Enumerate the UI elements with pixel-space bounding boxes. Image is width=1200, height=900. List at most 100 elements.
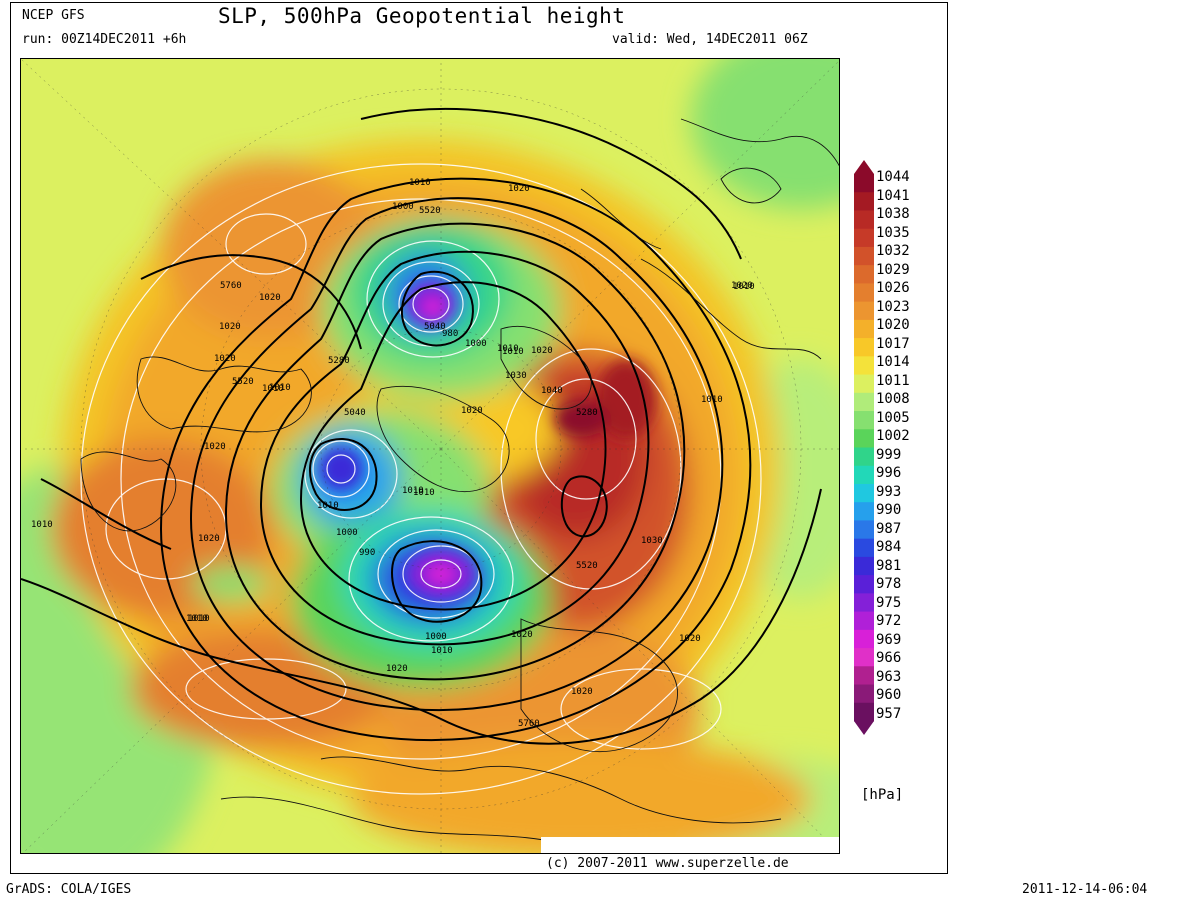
colorbar-cell <box>854 265 874 284</box>
colorbar-cell <box>854 301 874 321</box>
colorbar-cell <box>854 702 874 722</box>
slp-label: 1010 <box>409 178 431 188</box>
colorbar-cell <box>854 356 874 376</box>
colorbar-cell <box>854 556 874 576</box>
colorbar-level-label: 963 <box>876 668 902 685</box>
colorbar-cell <box>854 447 874 467</box>
slp-label: 980 <box>442 329 458 339</box>
colorbar <box>854 160 874 735</box>
colorbar-cell <box>854 629 874 649</box>
slp-label: 1010 <box>269 383 291 393</box>
colorbar-cells <box>854 174 874 722</box>
run-label: run: 00Z14DEC2011 +6h <box>22 32 187 47</box>
colorbar-cell <box>854 429 874 448</box>
z500-label: 5760 <box>220 281 242 291</box>
slp-label: 1020 <box>679 634 701 644</box>
z500-label: 5040 <box>424 322 446 332</box>
slp-label: 1010 <box>317 501 339 511</box>
colorbar-level-label: 990 <box>876 502 902 518</box>
colorbar-cell <box>854 174 874 193</box>
slp-label: 1020 <box>198 534 220 544</box>
slp-label: 1010 <box>402 486 424 496</box>
coastlines <box>80 118 839 850</box>
colorbar-cell <box>854 483 874 503</box>
colorbar-level-label: 969 <box>876 631 902 648</box>
colorbar-level-label: 957 <box>876 705 902 722</box>
slp-label: 1010 <box>431 646 453 656</box>
slp-label: 1000 <box>425 632 447 642</box>
timestamp-label: 2011-12-14-06:04 <box>1022 882 1148 897</box>
slp-label: 1000 <box>392 202 414 212</box>
colorbar-cell <box>854 246 874 266</box>
colorbar-top-arrow <box>854 160 874 174</box>
colorbar-cell <box>854 593 874 613</box>
colorbar-level-label: 1011 <box>876 372 910 389</box>
slp-label: 1020 <box>511 630 533 640</box>
colorbar-level-label: 1005 <box>876 409 910 426</box>
z500-label: 5040 <box>344 408 366 418</box>
slp-label: 1020 <box>204 442 226 452</box>
chart-title: SLP, 500hPa Geopotential height <box>218 4 626 28</box>
colorbar-cell <box>854 502 874 521</box>
colorbar-cell <box>854 666 874 686</box>
slp-label: 1020 <box>508 184 530 194</box>
slp-label: 1020 <box>214 354 236 364</box>
colorbar-level-label: 1014 <box>876 354 910 370</box>
colorbar-level-label: 1023 <box>876 298 910 315</box>
colorbar-cell <box>854 684 874 704</box>
colorbar-cell <box>854 192 874 211</box>
slp-label: 1010 <box>701 395 723 405</box>
colorbar-cell <box>854 465 874 485</box>
slp-label: 1000 <box>465 339 487 349</box>
slp-label: 1030 <box>505 371 527 381</box>
slp-label: 1010 <box>188 614 210 624</box>
slp-label: 1020 <box>531 346 553 356</box>
model-label: NCEP GFS <box>22 8 85 23</box>
slp-label: 1020 <box>461 406 483 416</box>
colorbar-level-label: 1038 <box>876 206 910 222</box>
slp-label: 1020 <box>219 322 241 332</box>
colorbar-level-label: 1044 <box>876 169 910 185</box>
slp-label: 1020 <box>571 687 593 697</box>
colorbar-cell <box>854 575 874 594</box>
z500-label: 5520 <box>232 377 254 387</box>
valid-label: valid: Wed, 14DEC2011 06Z <box>612 32 808 47</box>
colorbar-level-label: 1002 <box>876 428 910 444</box>
colorbar-cell <box>854 210 874 230</box>
copyright-label: (c) 2007-2011 www.superzelle.de <box>546 856 789 871</box>
software-label: GrADS: COLA/IGES <box>6 882 132 897</box>
colorbar-level-label: 966 <box>876 650 902 666</box>
slp-label: 1020 <box>731 281 753 291</box>
colorbar-cell <box>854 411 874 430</box>
colorbar-level-label: 1020 <box>876 317 910 333</box>
low-cores <box>319 282 656 598</box>
slp-label: 1010 <box>31 520 53 530</box>
colorbar-cell <box>854 538 874 558</box>
slp-label: 1020 <box>386 664 408 674</box>
colorbar-cell <box>854 392 874 412</box>
z500-label: 5280 <box>328 356 350 366</box>
colorbar-labels: 1044 1041 1038 1035 1032 1029 1026 1023 1020 1017… <box>876 168 910 723</box>
slp-label: 1010 <box>262 384 284 394</box>
slp-label: 1000 <box>336 528 358 538</box>
colorbar-level-label: 1041 <box>876 187 910 204</box>
slp-label: 1010 <box>502 347 524 357</box>
colorbar-level-label: 1017 <box>876 335 910 352</box>
colorbar-level-label: 1029 <box>876 261 910 278</box>
colorbar-cell <box>854 283 874 303</box>
colorbar-cell <box>854 228 874 248</box>
map-svg: 1010 1020 1020 1020 1010 1000 980 1000 1… <box>21 59 839 853</box>
colorbar-level-label: 975 <box>876 594 902 611</box>
colorbar-level-label: 999 <box>876 446 902 463</box>
colorbar-level-label: 996 <box>876 465 902 481</box>
colorbar-level-label: 1026 <box>876 280 910 296</box>
slp-label: 1010 <box>186 614 208 624</box>
copyright-bg <box>541 837 839 853</box>
colorbar-level-label: 978 <box>876 576 902 592</box>
colorbar-level-label: 1035 <box>876 224 910 241</box>
z500-label: 5520 <box>576 561 598 571</box>
colorbar-cell <box>854 648 874 667</box>
colorbar-level-label: 987 <box>876 520 902 537</box>
slp-label: 1040 <box>541 386 563 396</box>
contour-label-group: 1010 1020 1020 1020 1010 1000 980 1000 1… <box>31 178 755 729</box>
